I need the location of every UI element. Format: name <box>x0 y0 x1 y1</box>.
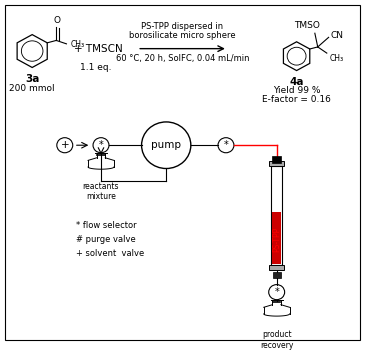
Bar <box>272 156 281 163</box>
Text: Yield 99 %: Yield 99 % <box>273 86 320 95</box>
Text: + TMSCN: + TMSCN <box>74 44 123 54</box>
Text: 3a: 3a <box>25 74 39 84</box>
Text: * flow selector: * flow selector <box>76 221 136 229</box>
Text: *: * <box>99 140 103 150</box>
Text: CN: CN <box>331 31 344 40</box>
Text: PS-TPP dispersed in: PS-TPP dispersed in <box>141 22 223 31</box>
Text: product
recovery: product recovery <box>260 331 293 350</box>
Text: TMSO: TMSO <box>294 21 320 30</box>
Text: # purge valve: # purge valve <box>76 235 135 244</box>
Text: 200 mmol: 200 mmol <box>9 84 55 93</box>
Text: +: + <box>61 140 69 150</box>
Text: PS-TPP: PS-TPP <box>272 227 281 252</box>
Bar <box>273 272 281 278</box>
Text: 4a: 4a <box>289 77 304 87</box>
Text: + solvent  valve: + solvent valve <box>76 249 144 258</box>
Text: pump: pump <box>151 140 181 150</box>
Text: 60 °C, 20 h, SolFC, 0.04 mL/min: 60 °C, 20 h, SolFC, 0.04 mL/min <box>116 54 249 63</box>
Bar <box>271 166 282 265</box>
Text: *: * <box>224 140 228 150</box>
Bar <box>272 212 281 264</box>
Text: borosilicate micro sphere: borosilicate micro sphere <box>129 31 236 40</box>
Text: CH₃: CH₃ <box>330 55 344 63</box>
Text: CH₃: CH₃ <box>71 40 85 49</box>
Bar <box>269 265 284 270</box>
Bar <box>269 161 284 166</box>
Text: E-factor = 0.16: E-factor = 0.16 <box>262 95 331 104</box>
Text: reactants
mixture: reactants mixture <box>83 182 119 201</box>
Text: *: * <box>274 287 279 297</box>
Text: O: O <box>54 16 61 25</box>
Text: 1.1 eq.: 1.1 eq. <box>80 63 112 72</box>
